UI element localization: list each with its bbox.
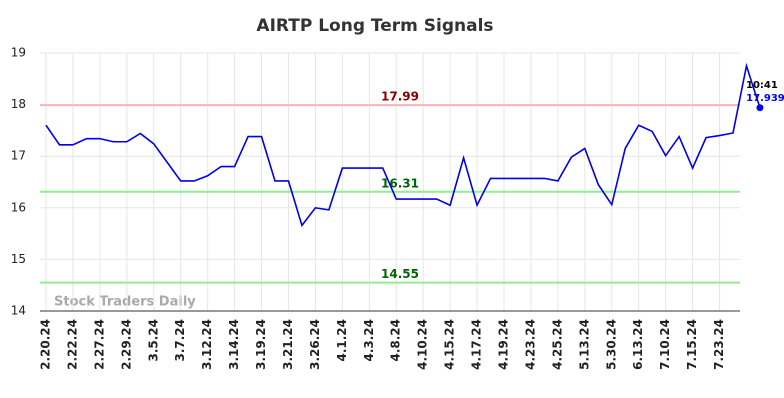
x-tick-label: 3.7.24 <box>173 319 187 362</box>
price-line <box>45 62 761 228</box>
x-tick-label: 2.20.24 <box>39 319 53 370</box>
x-tick-label: 2.29.24 <box>119 319 133 370</box>
last-value-label: 17.9397 <box>746 93 784 104</box>
y-tick-label: 14 <box>11 304 26 318</box>
y-tick-label: 15 <box>11 252 26 266</box>
last-time-label: 10:41 <box>746 80 778 91</box>
x-tick-label: 4.23.24 <box>523 319 537 370</box>
x-tick-label: 4.25.24 <box>550 319 564 370</box>
watermark: Stock Traders Daily <box>54 295 196 310</box>
x-tick-label: 2.27.24 <box>92 319 106 370</box>
x-tick-label: 3.19.24 <box>254 319 268 370</box>
y-tick-label: 19 <box>11 46 26 60</box>
x-tick-label: 3.21.24 <box>281 319 295 370</box>
x-tick-label: 5.30.24 <box>604 319 618 370</box>
x-tick-label: 4.17.24 <box>470 319 484 370</box>
y-tick-label: 18 <box>11 97 26 111</box>
x-tick-label: 3.14.24 <box>227 319 241 370</box>
y-tick-label: 17 <box>11 149 26 163</box>
x-tick-label: 7.23.24 <box>712 319 726 370</box>
x-tick-label: 4.8.24 <box>389 319 403 362</box>
x-tick-label: 2.22.24 <box>65 319 79 370</box>
x-tick-label: 4.3.24 <box>362 319 376 362</box>
x-tick-label: 5.13.24 <box>577 319 591 370</box>
y-tick-label: 16 <box>11 200 26 214</box>
x-tick-label: 4.19.24 <box>497 319 511 370</box>
x-tick-label: 7.15.24 <box>685 319 699 370</box>
x-tick-label: 3.12.24 <box>200 319 214 370</box>
chart-title: AIRTP Long Term Signals <box>256 16 493 36</box>
signal-label: 14.55 <box>381 267 419 281</box>
x-tick-label: 4.1.24 <box>335 319 349 362</box>
x-tick-label: 4.10.24 <box>416 319 430 370</box>
x-tick-label: 3.5.24 <box>146 319 160 362</box>
x-tick-label: 4.15.24 <box>443 319 457 370</box>
x-tick-label: 6.13.24 <box>631 319 645 370</box>
x-tick-label: 7.10.24 <box>658 319 672 370</box>
signal-label: 17.99 <box>381 90 419 104</box>
x-tick-label: 3.26.24 <box>308 319 322 370</box>
last-point <box>756 104 764 112</box>
